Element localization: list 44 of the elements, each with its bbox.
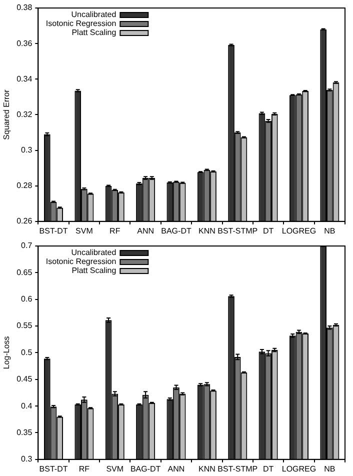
y-tick-label: 0.65 [16,268,33,277]
y-tick-label: 0.3 [21,454,33,464]
x-tick-label: LOGREG [282,226,316,236]
y-tick-label: 0.3 [21,145,33,154]
y-tick-label: 0.4 [21,401,33,410]
y-tick-label: 0.26 [16,216,33,226]
x-tick-label: RF [78,464,90,474]
y-tick-label: 0.32 [16,110,33,119]
x-tick-label: BST-DT [39,464,68,474]
x-tick-label: ANN [137,226,154,236]
x-tick-label: DT [262,464,274,474]
y-tick-label: 0.5 [21,348,33,357]
y-tick-label: 0.45 [16,374,33,384]
x-tick-label: NB [324,464,336,474]
x-tick-label: NB [324,226,336,236]
legend-label: Platt Scaling [72,28,116,38]
y-tick-label: 0.55 [16,321,33,330]
legend-label: Isotonic Regression [46,257,116,266]
y-tick-label: 0.34 [16,74,33,84]
x-tick-label: KNN [198,464,216,474]
x-tick-label: LOGREG [282,464,316,474]
legend-label: Isotonic Regression [46,19,116,28]
x-tick-label: BAG-DT [130,464,161,474]
y-tick-label: 0.6 [21,294,33,304]
y-tick-label: 0.7 [21,241,33,250]
x-tick-label: SVM [76,226,94,236]
legend-label: Uncalibrated [71,248,116,258]
x-tick-label: ANN [168,464,185,474]
x-tick-label: BAG-DT [161,226,192,236]
x-tick-label: DT [262,226,274,236]
x-tick-label: BST-STMP [218,226,258,236]
y-axis-title: Log-Loss [2,336,12,370]
x-tick-label: BST-DT [39,226,68,236]
legend-label: Platt Scaling [72,266,116,276]
x-tick-label: SVM [106,464,124,474]
y-tick-label: 0.36 [16,38,33,48]
y-axis-title: Squared Error [2,89,12,140]
x-tick-label: RF [110,226,120,236]
x-tick-label: BST-STMP [218,464,258,474]
legend-label: Uncalibrated [71,10,116,20]
x-tick-label: KNN [198,226,216,236]
y-tick-label: 0.35 [16,428,33,437]
y-tick-label: 0.28 [16,181,33,190]
y-tick-label: 0.38 [16,3,33,12]
